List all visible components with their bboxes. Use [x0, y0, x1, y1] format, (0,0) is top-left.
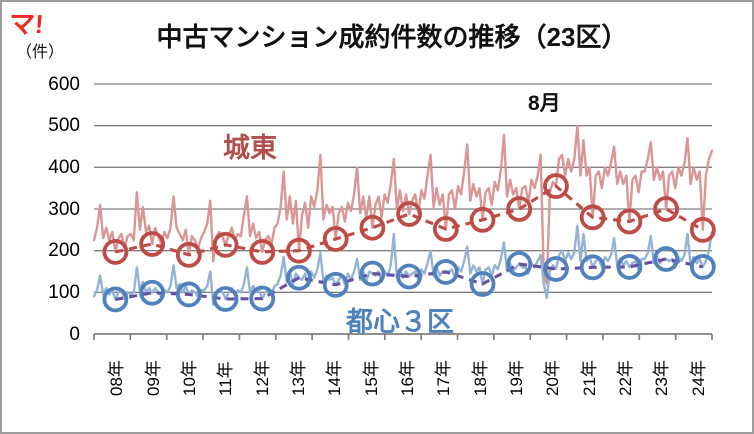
series-label-johto: 城東 — [223, 133, 277, 163]
x-axis-year-label: 22年 — [616, 360, 636, 396]
x-axis-year-label: 12年 — [252, 360, 272, 396]
y-axis-tick-label: 600 — [48, 73, 80, 95]
y-axis-tick-label: 400 — [48, 156, 80, 178]
x-axis-year-label: 11年 — [216, 361, 236, 396]
chart-title: 中古マンション成約件数の推移（23区） — [156, 22, 628, 52]
series-label-toshin3ku: 都心３区 — [346, 307, 454, 337]
x-axis-year-label: 21年 — [579, 360, 599, 396]
x-axis-year-label: 15年 — [361, 360, 381, 396]
x-axis-year-label: 18年 — [470, 360, 490, 396]
brand-logo: マ! — [7, 9, 45, 39]
x-axis-year-label: 10年 — [179, 360, 199, 396]
x-axis-year-label: 09年 — [143, 360, 163, 396]
x-axis-year-label: 16年 — [398, 360, 417, 396]
y-axis-tick-label: 100 — [48, 281, 80, 303]
august-annotation: 8月 — [528, 92, 561, 115]
x-axis-year-label: 24年 — [688, 360, 708, 396]
x-axis-year-label: 08年 — [107, 360, 127, 396]
x-axis-year-label: 23年 — [652, 360, 672, 396]
x-axis-year-label: 20年 — [543, 360, 563, 396]
y-axis-tick-label: 300 — [48, 198, 80, 220]
y-axis-tick-label: 500 — [48, 115, 80, 137]
y-axis-unit-label: （件） — [16, 44, 65, 61]
x-axis-year-label: 19年 — [507, 360, 527, 396]
x-axis-year-label: 13年 — [288, 360, 308, 396]
x-axis-year-label: 14年 — [325, 360, 345, 396]
y-axis-tick-label: 200 — [48, 240, 80, 262]
y-axis-tick-label: 0 — [69, 323, 80, 345]
x-axis-year-label: 17年 — [434, 360, 454, 396]
